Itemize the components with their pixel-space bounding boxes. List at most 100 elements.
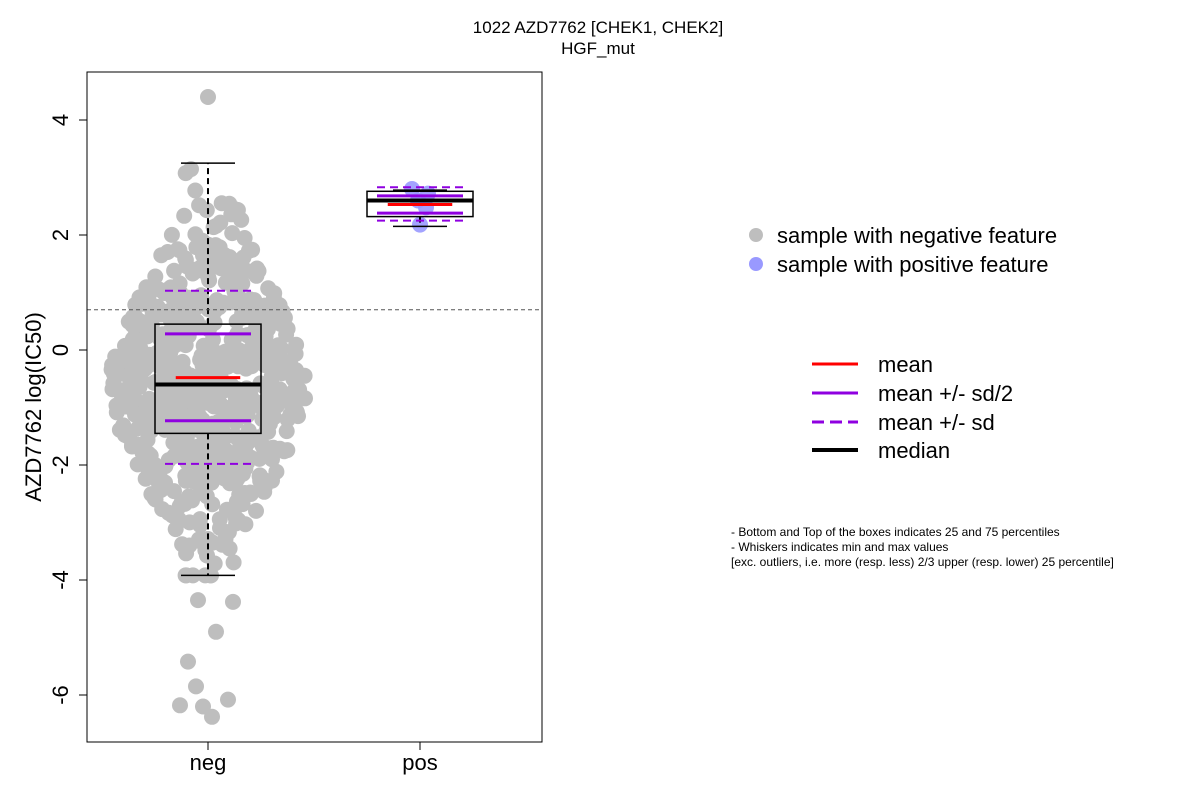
data-point-neg (166, 483, 182, 500)
data-point-neg (194, 232, 211, 249)
outlier-point-neg (204, 708, 220, 725)
data-point-neg (205, 398, 222, 415)
chart-subtitle: HGF_mut (561, 39, 635, 58)
data-point-neg (264, 451, 280, 468)
x-tick-label: neg (190, 750, 227, 775)
data-point-neg (231, 486, 248, 503)
data-point-neg (248, 502, 264, 519)
data-point-neg (274, 303, 291, 320)
data-point-neg (272, 385, 289, 402)
legend-marker-negative (749, 228, 763, 242)
data-point-neg (139, 328, 156, 345)
data-point-neg (240, 242, 257, 259)
data-point-neg (260, 423, 277, 440)
data-point-neg (140, 291, 157, 308)
outlier-point-neg (180, 653, 196, 670)
notes: - Bottom and Top of the boxes indicates … (731, 525, 1114, 570)
outlier-point-neg (225, 593, 241, 610)
data-point-neg (221, 540, 238, 557)
data-point-neg (272, 315, 289, 332)
data-point-neg (224, 225, 241, 242)
data-point-neg (124, 336, 140, 352)
data-point-neg (229, 202, 246, 218)
note-line: [exc. outliers, i.e. more (resp. less) 2… (731, 555, 1114, 569)
data-point-neg (204, 496, 221, 513)
data-point-neg (265, 355, 282, 372)
data-point-neg (161, 310, 178, 327)
data-point-neg (213, 260, 230, 277)
data-point-neg (282, 406, 299, 423)
data-point-neg (212, 520, 228, 536)
note-line: - Bottom and Top of the boxes indicates … (731, 525, 1060, 539)
data-point-neg (202, 351, 219, 368)
y-tick-label: 2 (48, 229, 73, 241)
data-point-neg (292, 388, 309, 405)
data-point-neg (150, 281, 167, 298)
data-point-neg (136, 357, 153, 374)
legend-layer (749, 228, 858, 452)
data-point-neg (125, 309, 141, 325)
data-point-neg (191, 197, 208, 214)
data-point-neg (278, 423, 295, 440)
legend-label-sd: mean +/- sd (878, 410, 995, 435)
data-point-neg (142, 452, 159, 469)
data-point-neg (243, 358, 260, 375)
data-point-neg (234, 465, 251, 482)
legend-label-mean: mean (878, 352, 934, 377)
outlier-point-neg (200, 89, 216, 105)
data-point-neg (266, 285, 283, 302)
data-point-neg (174, 389, 191, 406)
legend-label-median: median (878, 438, 951, 463)
data-point-neg (207, 237, 224, 254)
data-point-neg (262, 396, 279, 413)
data-point-neg (153, 247, 170, 264)
points-layer (103, 89, 436, 725)
legend-label-negative: sample with negative feature (777, 223, 1058, 248)
data-point-neg (254, 411, 271, 428)
data-point-neg (219, 501, 235, 518)
box-pos (366, 190, 474, 218)
outlier-point-neg (188, 678, 204, 695)
outlier-point-neg (172, 697, 188, 714)
data-point-neg (191, 531, 207, 548)
outlier-point-neg (195, 698, 211, 715)
data-point-neg (105, 365, 122, 382)
box-layer (87, 162, 542, 577)
data-point-neg (166, 262, 183, 279)
data-point-neg (270, 337, 287, 354)
data-point-neg (221, 249, 238, 266)
data-point-neg (123, 366, 140, 383)
data-point-neg (246, 323, 263, 340)
data-point-neg (141, 390, 158, 407)
data-point-neg (165, 434, 182, 451)
y-tick-label: -4 (48, 570, 73, 590)
y-axis-label: AZD7762 log(IC50) (21, 312, 46, 502)
data-point-neg (177, 472, 194, 489)
data-point-neg (200, 269, 217, 286)
legend-marker-positive (749, 257, 763, 271)
y-tick-label: -6 (48, 685, 73, 705)
data-point-neg (251, 467, 268, 484)
data-point-neg (232, 382, 249, 399)
data-point-neg (177, 250, 194, 267)
data-point-neg (192, 517, 209, 534)
x-tick-label: pos (402, 750, 437, 775)
data-point-neg (163, 226, 180, 243)
data-point-neg (146, 490, 163, 507)
data-point-neg (195, 472, 212, 489)
data-point-neg (245, 395, 261, 412)
data-point-neg (222, 445, 239, 461)
data-point-neg (231, 264, 248, 281)
data-point-neg (158, 420, 175, 437)
data-point-neg (140, 412, 157, 429)
data-point-neg (236, 230, 253, 246)
data-point-neg (187, 182, 204, 199)
outlier-point-neg (208, 623, 224, 640)
data-point-neg (171, 335, 188, 352)
data-point-neg (174, 446, 191, 463)
data-point-neg (176, 207, 193, 224)
axis-layer: -6 -4 -2 0 2 4 neg pos (48, 114, 438, 775)
chart-title: 1022 AZD7762 [CHEK1, CHEK2] (472, 18, 724, 37)
data-point-neg (264, 472, 280, 489)
